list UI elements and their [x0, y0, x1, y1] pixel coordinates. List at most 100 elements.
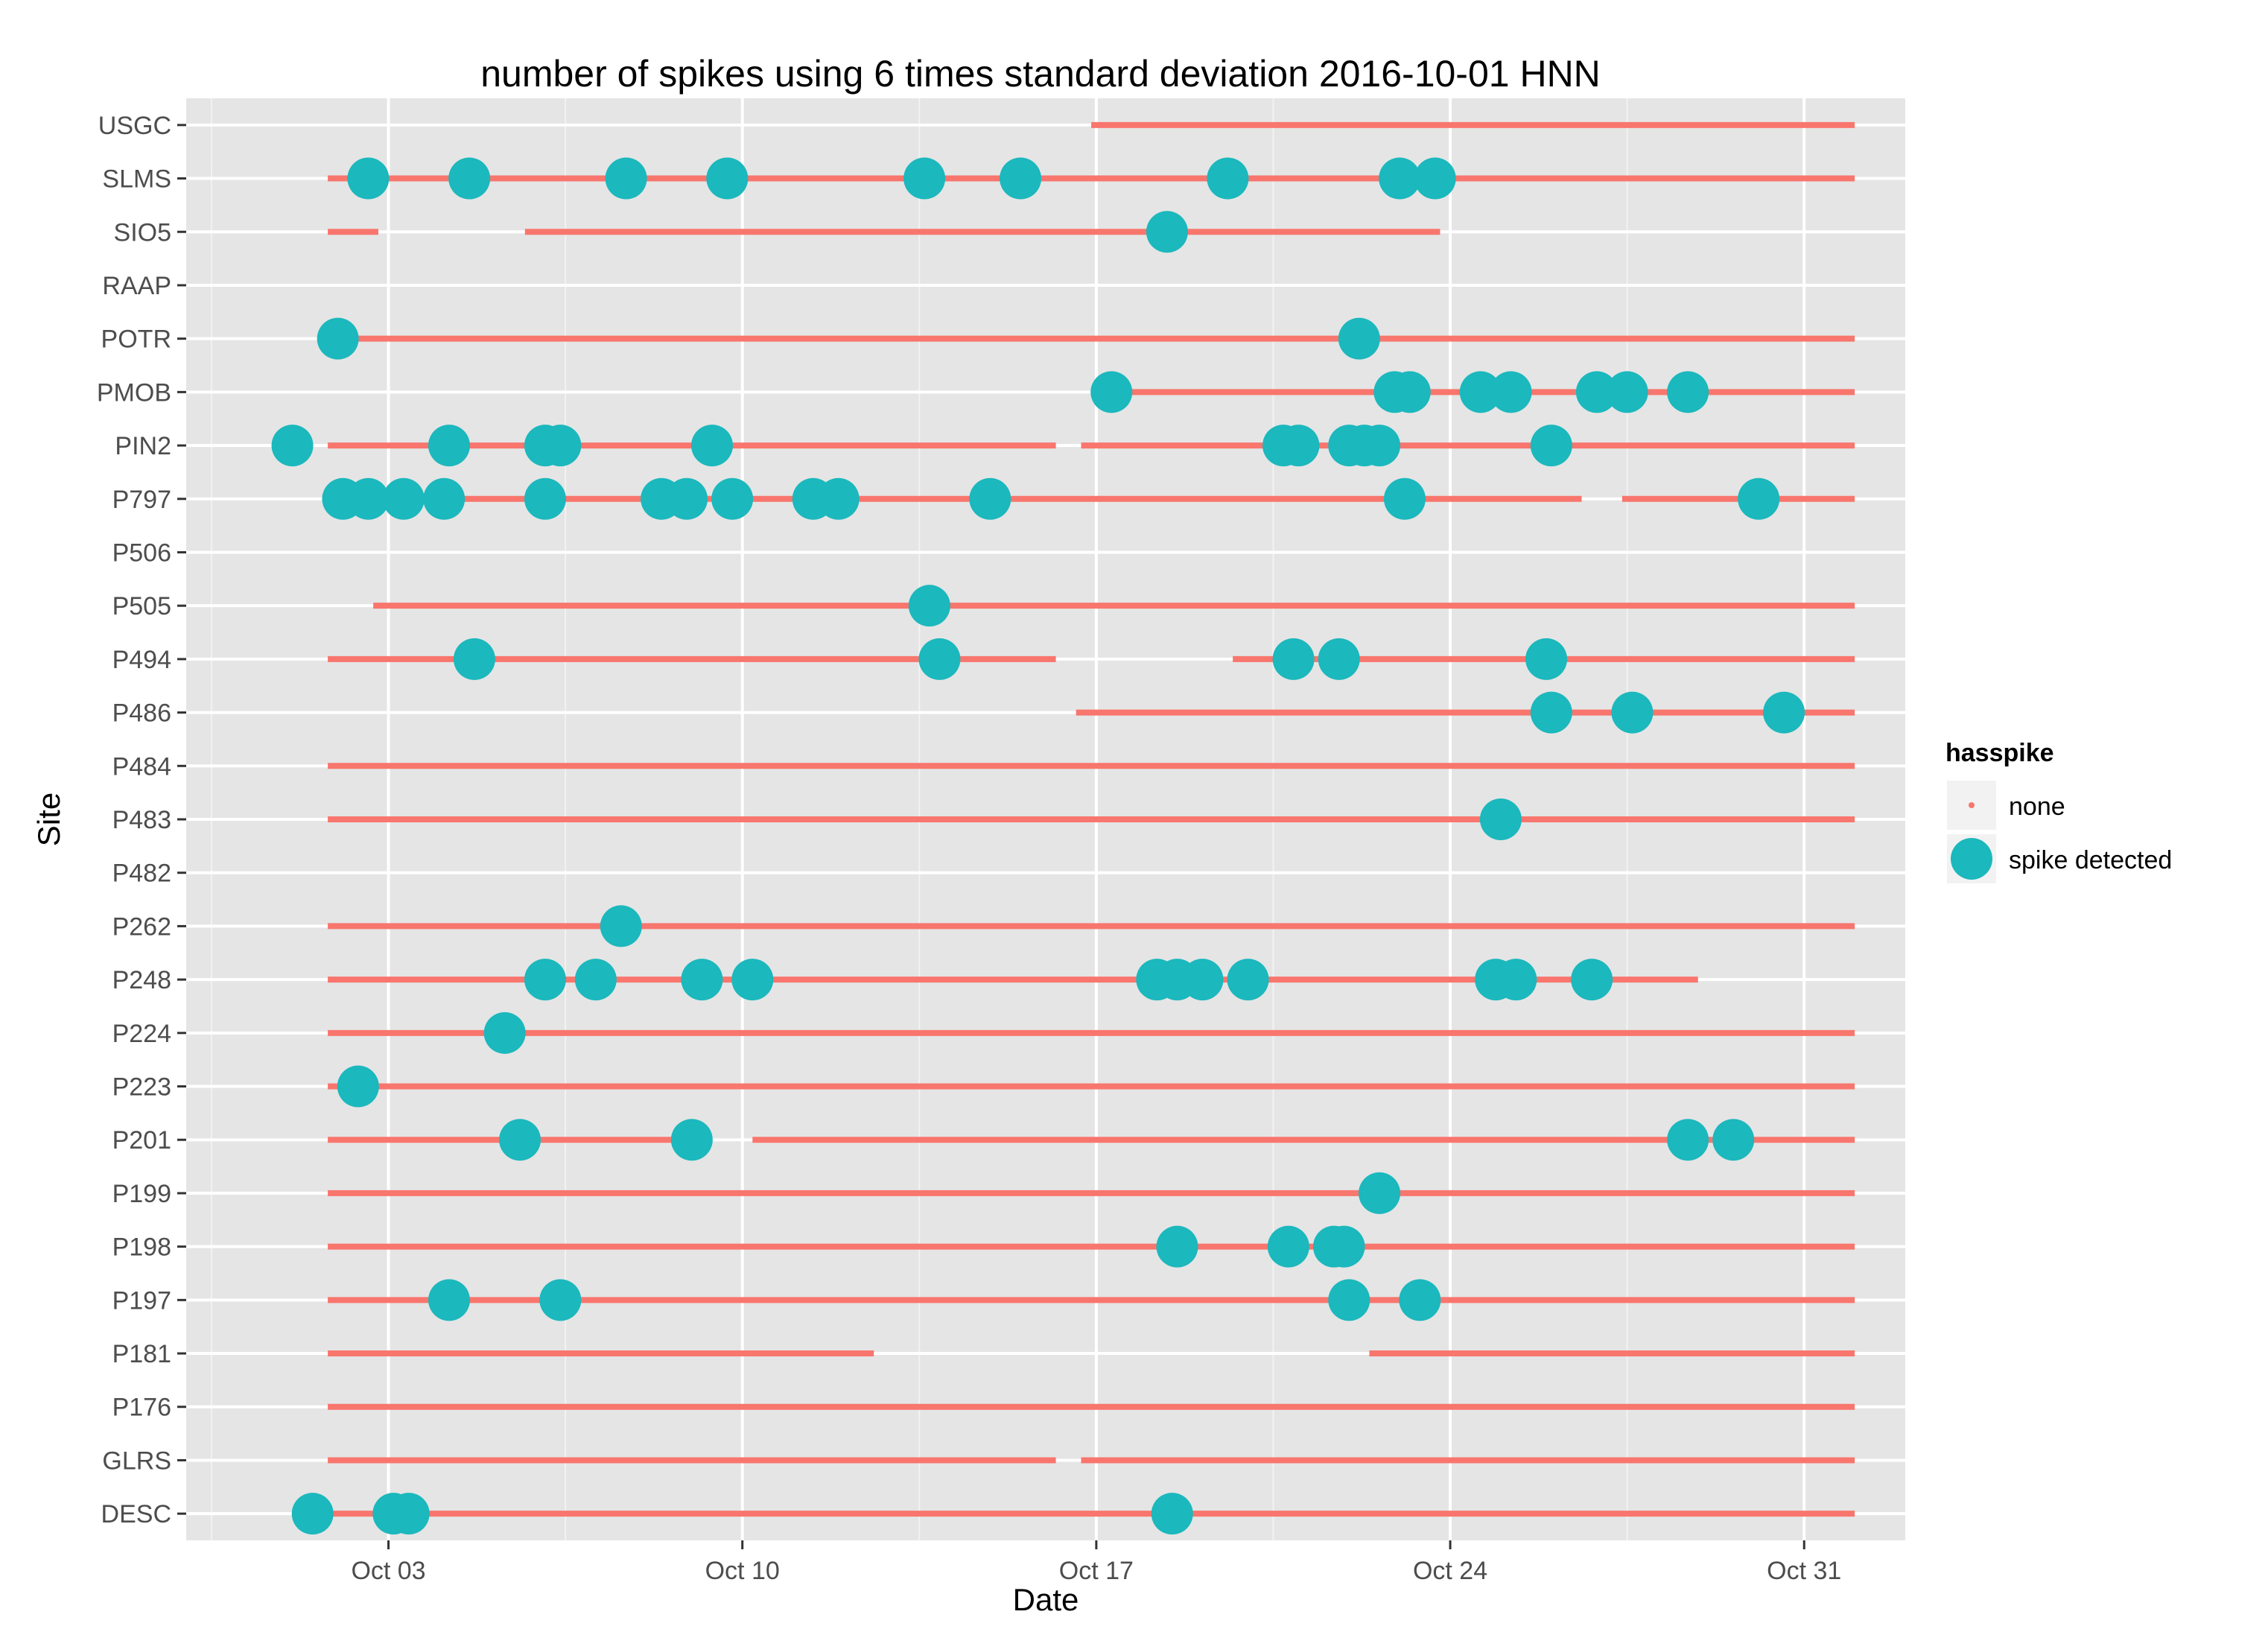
y-tick-label-p505: P505 — [112, 592, 171, 620]
spike-point-p494 — [1272, 638, 1315, 680]
spike-point-p248 — [1181, 959, 1224, 1001]
y-tick-label-p262: P262 — [112, 912, 171, 941]
spike-point-p248 — [731, 959, 774, 1001]
spike-point-p486 — [1530, 691, 1572, 734]
spike-point-p223 — [337, 1065, 379, 1108]
legend-label-spike: spike detected — [2009, 846, 2172, 874]
x-tick-label: Oct 31 — [1767, 1557, 1841, 1585]
y-tick-label-p176: P176 — [112, 1394, 171, 1422]
spike-point-p797 — [666, 477, 708, 520]
spike-point-pmob — [1459, 371, 1502, 413]
spike-point-p248 — [1495, 959, 1537, 1001]
spike-point-p201 — [670, 1119, 713, 1161]
y-tick-label-p199: P199 — [112, 1180, 171, 1208]
spike-point-p262 — [600, 905, 642, 947]
spike-point-potr — [1338, 317, 1380, 360]
spike-point-slms — [706, 157, 749, 200]
spike-point-p483 — [1479, 798, 1522, 840]
y-tick-label-p198: P198 — [112, 1233, 171, 1262]
spike-point-pmob — [1090, 371, 1133, 413]
spike-point-pin2 — [428, 425, 470, 467]
spike-point-slms — [1379, 157, 1421, 200]
spike-point-pmob — [1388, 371, 1431, 413]
spike-point-slms — [1000, 157, 1042, 200]
spike-point-p494 — [1318, 638, 1360, 680]
spike-point-pin2 — [1530, 425, 1572, 467]
legend-key-none-mark — [1969, 802, 1975, 808]
spike-point-p201 — [499, 1119, 541, 1161]
spike-point-p486 — [1611, 691, 1654, 734]
spike-point-p797 — [1383, 477, 1426, 520]
none-lines — [328, 121, 1855, 1517]
y-tick-label-p181: P181 — [112, 1340, 171, 1368]
y-tick-label-sio5: SIO5 — [114, 218, 171, 247]
spike-point-slms — [1207, 157, 1249, 200]
x-tick-label: Oct 10 — [705, 1557, 780, 1585]
y-tick-label-p506: P506 — [112, 539, 171, 567]
spike-point-pin2 — [271, 425, 314, 467]
spike-point-p198 — [1156, 1225, 1198, 1268]
spike-point-p198 — [1323, 1225, 1365, 1268]
spike-point-sio5 — [1146, 211, 1188, 253]
y-tick-label-usgc: USGC — [98, 112, 171, 140]
x-tick-label: Oct 17 — [1059, 1557, 1134, 1585]
spike-point-p248 — [574, 959, 617, 1001]
y-tick-label-p201: P201 — [112, 1126, 171, 1155]
spike-point-p797 — [969, 477, 1011, 520]
legend-label-none: none — [2009, 793, 2065, 821]
spike-point-p201 — [1667, 1119, 1709, 1161]
y-tick-label-p197: P197 — [112, 1286, 171, 1315]
y-tick-label-p482: P482 — [112, 860, 171, 888]
y-tick-label-p797: P797 — [112, 486, 171, 514]
spike-point-desc — [387, 1493, 430, 1535]
spike-point-p505 — [908, 585, 950, 627]
spike-point-p197 — [1399, 1279, 1441, 1321]
spike-point-pmob — [1490, 371, 1532, 413]
y-tick-label-p484: P484 — [112, 752, 171, 781]
spike-point-p797 — [347, 477, 390, 520]
y-tick-label-p224: P224 — [112, 1020, 171, 1048]
x-tick-label: Oct 24 — [1413, 1557, 1487, 1585]
spike-point-desc — [291, 1493, 334, 1535]
spike-point-pin2 — [539, 425, 582, 467]
spike-point-pmob — [1606, 371, 1648, 413]
spike-point-desc — [1151, 1493, 1193, 1535]
spike-point-pin2 — [1277, 425, 1320, 467]
spike-point-p797 — [524, 477, 566, 520]
spike-point-pmob — [1575, 371, 1618, 413]
y-tick-label-pin2: PIN2 — [115, 432, 171, 460]
spike-point-p197 — [539, 1279, 582, 1321]
spike-point-p486 — [1763, 691, 1805, 734]
spike-point-slms — [903, 157, 946, 200]
spike-point-p197 — [428, 1279, 470, 1321]
y-tick-label-glrs: GLRS — [102, 1447, 171, 1475]
spike-point-slms — [347, 157, 390, 200]
y-tick-label-p223: P223 — [112, 1073, 171, 1102]
x-axis: Oct 03 Oct 10 Oct 17 Oct 24 Oct 31 — [351, 1540, 1841, 1585]
spike-point-p248 — [1227, 959, 1269, 1001]
legend-key-spike-mark — [1951, 838, 1992, 880]
y-tick-label-raap: RAAP — [102, 272, 171, 300]
spike-point-pmob — [1667, 371, 1709, 413]
spike-point-slms — [1414, 157, 1456, 200]
spike-point-p797 — [423, 477, 466, 520]
spike-point-p797 — [1738, 477, 1780, 520]
y-tick-label-p486: P486 — [112, 699, 171, 728]
spike-point-p494 — [453, 638, 495, 680]
y-tick-label-slms: SLMS — [102, 165, 171, 194]
spike-points — [271, 157, 1805, 1535]
legend: hasspike none spike detected — [1945, 739, 2172, 883]
spike-point-slms — [448, 157, 491, 200]
spike-point-p248 — [524, 959, 566, 1001]
spike-point-p224 — [483, 1012, 526, 1054]
spike-point-p248 — [1571, 959, 1613, 1001]
spike-point-p494 — [918, 638, 961, 680]
y-tick-label-potr: POTR — [101, 326, 171, 354]
spike-point-p797 — [382, 477, 425, 520]
y-tick-label-p494: P494 — [112, 646, 171, 674]
spike-point-p797 — [711, 477, 754, 520]
chart-title: number of spikes using 6 times standard … — [480, 53, 1601, 95]
spike-point-p248 — [681, 959, 723, 1001]
spike-point-p797 — [817, 477, 860, 520]
spike-point-potr — [317, 317, 359, 360]
